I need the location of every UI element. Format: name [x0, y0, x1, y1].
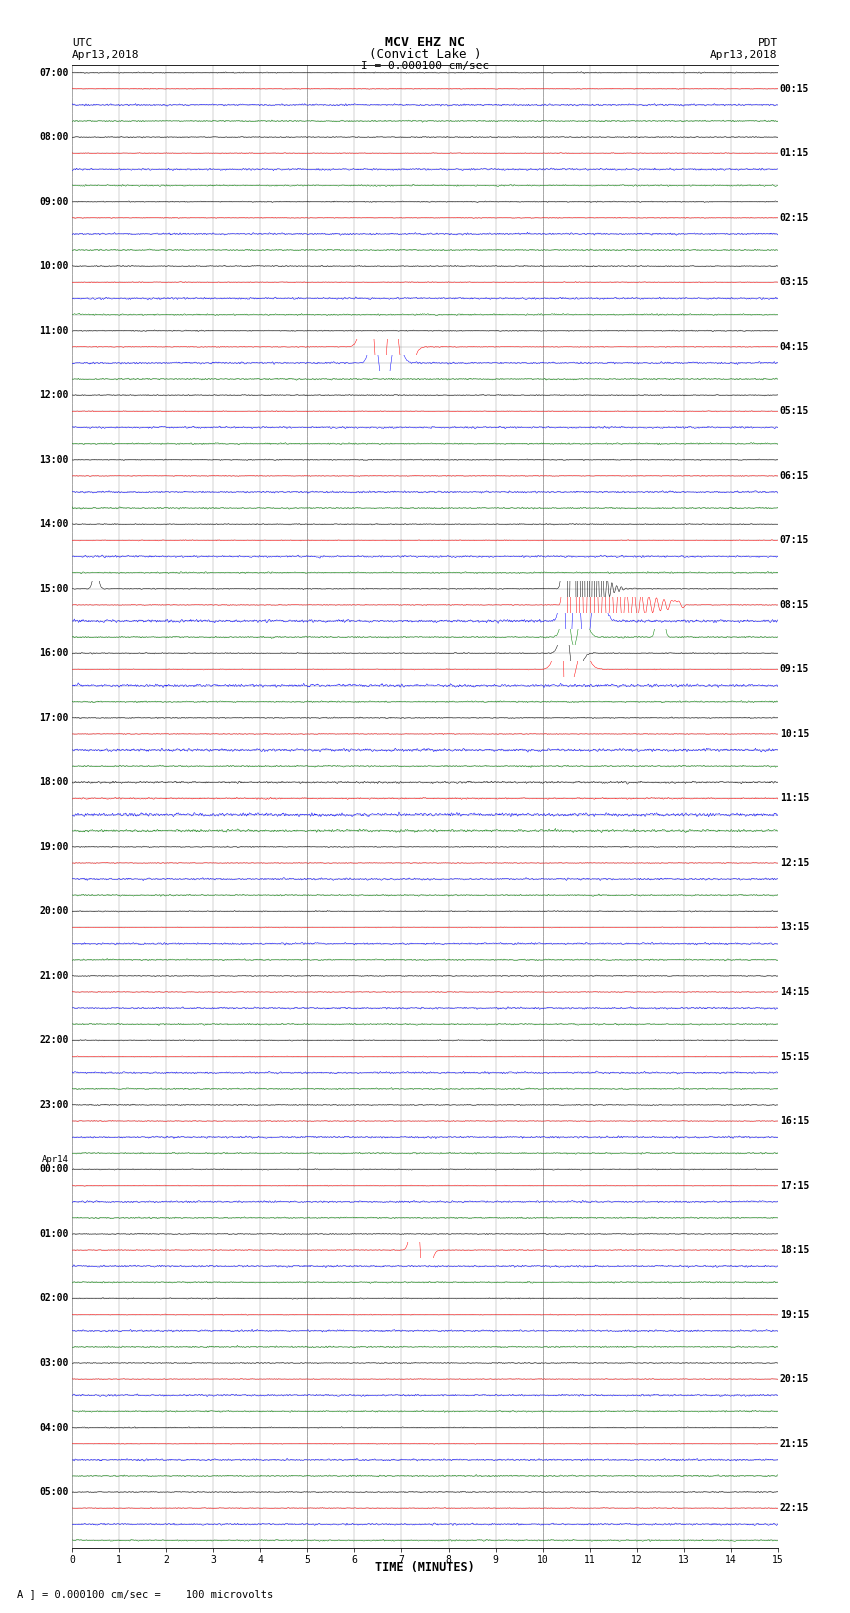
Text: 22:00: 22:00: [39, 1036, 69, 1045]
Text: 15:15: 15:15: [779, 1052, 809, 1061]
Text: 04:00: 04:00: [39, 1423, 69, 1432]
Text: 02:15: 02:15: [779, 213, 809, 223]
Text: 18:15: 18:15: [779, 1245, 809, 1255]
Text: Apr13,2018: Apr13,2018: [72, 50, 139, 60]
Text: 15:00: 15:00: [39, 584, 69, 594]
Text: 18:00: 18:00: [39, 777, 69, 787]
Text: 12:15: 12:15: [779, 858, 809, 868]
Text: A ] = 0.000100 cm/sec =    100 microvolts: A ] = 0.000100 cm/sec = 100 microvolts: [17, 1589, 273, 1598]
Text: 10:15: 10:15: [779, 729, 809, 739]
Text: 03:00: 03:00: [39, 1358, 69, 1368]
Text: 04:15: 04:15: [779, 342, 809, 352]
Text: 11:00: 11:00: [39, 326, 69, 336]
Text: 16:00: 16:00: [39, 648, 69, 658]
Text: 11:15: 11:15: [779, 794, 809, 803]
Text: 20:15: 20:15: [779, 1374, 809, 1384]
Text: Apr13,2018: Apr13,2018: [711, 50, 778, 60]
Text: 17:00: 17:00: [39, 713, 69, 723]
Text: MCV EHZ NC: MCV EHZ NC: [385, 35, 465, 50]
Text: 00:00: 00:00: [39, 1165, 69, 1174]
Text: 06:15: 06:15: [779, 471, 809, 481]
Text: 14:00: 14:00: [39, 519, 69, 529]
Text: 07:00: 07:00: [39, 68, 69, 77]
Text: 05:00: 05:00: [39, 1487, 69, 1497]
Text: (Convict Lake ): (Convict Lake ): [369, 48, 481, 61]
Text: I = 0.000100 cm/sec: I = 0.000100 cm/sec: [361, 61, 489, 71]
Text: 12:00: 12:00: [39, 390, 69, 400]
Text: 01:00: 01:00: [39, 1229, 69, 1239]
Text: 23:00: 23:00: [39, 1100, 69, 1110]
Text: TIME (MINUTES): TIME (MINUTES): [375, 1561, 475, 1574]
Text: 20:00: 20:00: [39, 907, 69, 916]
Text: 14:15: 14:15: [779, 987, 809, 997]
Text: 19:00: 19:00: [39, 842, 69, 852]
Text: 19:15: 19:15: [779, 1310, 809, 1319]
Text: Apr14: Apr14: [42, 1155, 69, 1165]
Text: 08:15: 08:15: [779, 600, 809, 610]
Text: 09:15: 09:15: [779, 665, 809, 674]
Text: 21:15: 21:15: [779, 1439, 809, 1448]
Text: 05:15: 05:15: [779, 406, 809, 416]
Text: 21:00: 21:00: [39, 971, 69, 981]
Text: 13:15: 13:15: [779, 923, 809, 932]
Text: 10:00: 10:00: [39, 261, 69, 271]
Text: 03:15: 03:15: [779, 277, 809, 287]
Text: PDT: PDT: [757, 37, 778, 48]
Text: UTC: UTC: [72, 37, 93, 48]
Text: 22:15: 22:15: [779, 1503, 809, 1513]
Text: 01:15: 01:15: [779, 148, 809, 158]
Text: 02:00: 02:00: [39, 1294, 69, 1303]
Text: 13:00: 13:00: [39, 455, 69, 465]
Text: 07:15: 07:15: [779, 536, 809, 545]
Text: 17:15: 17:15: [779, 1181, 809, 1190]
Text: 08:00: 08:00: [39, 132, 69, 142]
Text: 00:15: 00:15: [779, 84, 809, 94]
Text: 09:00: 09:00: [39, 197, 69, 206]
Text: 16:15: 16:15: [779, 1116, 809, 1126]
